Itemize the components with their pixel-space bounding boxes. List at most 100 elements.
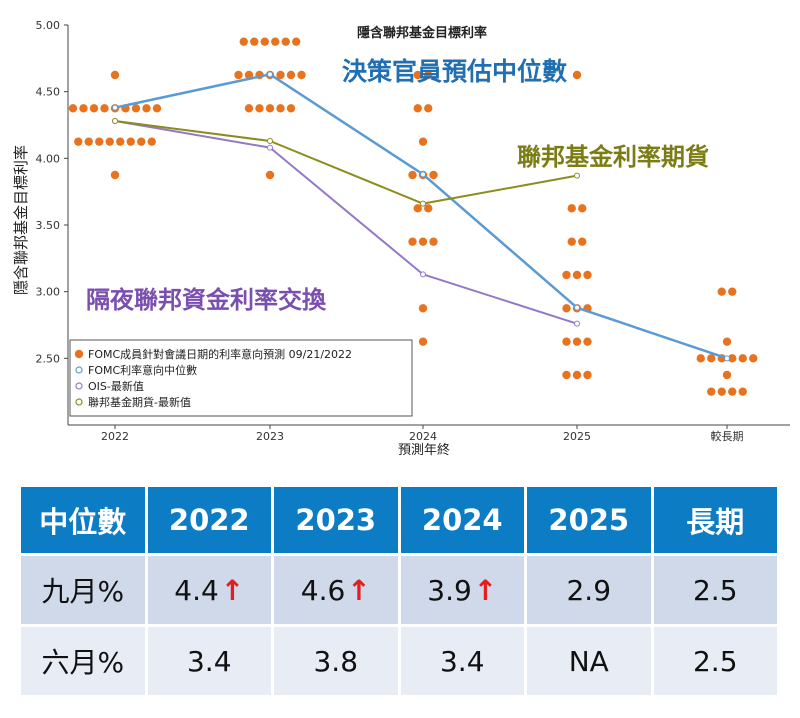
fomc-dot — [234, 70, 243, 80]
series-point — [112, 104, 118, 111]
series-line — [114, 73, 728, 360]
median-comparison-table: 中位數 2022 2023 2024 2025 長期 九月% 4.4↑ 4.6↑… — [18, 484, 780, 698]
cell-value: 3.8 — [313, 644, 359, 678]
fomc-dot — [424, 70, 433, 80]
y-axis-label: 隱含聯邦基金目標利率 — [12, 145, 30, 295]
fomc-dot — [562, 370, 571, 380]
cell-value: 4.4 — [174, 573, 219, 607]
y-tick-label: 2.50 — [36, 352, 61, 365]
fomc-dot — [728, 387, 737, 396]
x-axis-label: 預測年終 — [398, 442, 450, 458]
up-arrow-icon: ↑ — [473, 573, 498, 607]
chart-svg: 5.00 4.50 4.00 3.50 3.00 2.50 2022 2023 2024 2025… — [12, 19, 790, 458]
fomc-dot — [84, 137, 93, 146]
fomc-dot — [413, 204, 422, 213]
header-cell: 2025 — [527, 487, 651, 553]
table-header-row: 中位數 2022 2023 2024 2025 長期 — [21, 487, 777, 553]
table-cell: 2.5 — [653, 556, 777, 624]
fomc-dot — [418, 137, 428, 146]
series-point — [267, 138, 273, 144]
fomc-dot — [572, 337, 582, 346]
table-cell: 3.8 — [274, 627, 398, 695]
table-cell: 3.4 — [147, 627, 271, 695]
series-point — [420, 271, 426, 278]
fomc-dot — [152, 104, 162, 113]
fomc-dot — [255, 104, 264, 113]
series-point — [574, 304, 580, 311]
table-cell: 2.9 — [527, 556, 651, 624]
fomc-dot — [722, 337, 732, 346]
fomc-dot — [260, 37, 269, 46]
fomc-dot — [562, 304, 571, 313]
fomc-dot — [408, 170, 417, 180]
fomc-dot — [717, 287, 726, 296]
fomc-dot — [110, 70, 120, 80]
cell-value: 4.6 — [300, 573, 346, 607]
fomc-dot — [105, 137, 114, 146]
fomc-dot — [265, 104, 275, 113]
x-tick-label: 較長期 — [711, 429, 744, 443]
table-cell: 2.5 — [653, 627, 777, 695]
series-point — [112, 118, 118, 124]
fomc-dot — [707, 387, 716, 396]
up-arrow-icon: ↑ — [220, 573, 245, 607]
fomc-dot — [276, 70, 285, 80]
legend-marker — [75, 398, 83, 406]
fomc-dot — [749, 354, 758, 363]
fomc-dot — [572, 270, 582, 280]
series-point — [267, 144, 273, 151]
cell-value: 2.5 — [692, 573, 738, 607]
series-point — [420, 171, 426, 178]
series-point — [420, 200, 426, 207]
x-tick-label: 2024 — [409, 430, 437, 443]
series-line — [114, 120, 578, 325]
up-arrow-icon: ↑ — [347, 573, 371, 607]
fomc-dot — [572, 370, 582, 380]
legend-label: FOMC成員針對會議日期的利率意向預測 09/21/2022 — [88, 347, 352, 361]
fomc-dot — [717, 387, 726, 396]
fomc-dot — [137, 137, 146, 146]
fomc-dot — [567, 204, 576, 213]
y-tick-label: 3.00 — [36, 286, 61, 299]
fomc-dot — [722, 370, 732, 380]
cell-value: 3.9 — [427, 573, 472, 607]
header-cell: 2024 — [400, 487, 524, 553]
table-cell: 3.4 — [400, 627, 524, 695]
fomc-dot — [110, 170, 120, 180]
fomc-dot — [418, 337, 428, 346]
legend-marker — [75, 382, 83, 390]
fomc-dot — [276, 104, 285, 113]
fomc-dot — [244, 104, 254, 113]
fomc-dot — [142, 104, 151, 113]
fomc-dot — [583, 270, 592, 280]
fomc-dot — [578, 237, 587, 246]
fomc-dot — [567, 237, 576, 246]
fomc-dot — [413, 70, 422, 80]
fomc-dot — [68, 104, 78, 113]
chart-title: 隱含聯邦基金目標利率 — [357, 25, 487, 41]
ois-annotation: 隔夜聯邦資金利率交換 — [86, 286, 327, 314]
table-cell: 4.4↑ — [147, 556, 271, 624]
legend-label: FOMC利率意向中位數 — [88, 363, 197, 377]
fomc-dot — [147, 137, 156, 146]
fomc-dot — [239, 37, 248, 46]
fomc-dot — [738, 354, 747, 363]
fomc-dot — [562, 270, 571, 280]
legend-marker — [74, 349, 84, 359]
series-point — [724, 355, 730, 362]
fomc-dot — [408, 237, 417, 246]
table-cell: NA — [527, 627, 651, 695]
fomc-dot — [79, 104, 88, 113]
fomc-dot — [292, 37, 301, 46]
fomc-dot — [728, 287, 737, 296]
header-cell: 2022 — [147, 487, 271, 553]
fomc-dot — [578, 204, 587, 213]
x-tick-label: 2022 — [101, 430, 129, 443]
fomc-dot — [131, 104, 141, 113]
fomc-dot — [418, 237, 428, 246]
cell-value: NA — [568, 644, 609, 678]
cell-value: 2.9 — [566, 573, 612, 607]
series-point — [267, 71, 273, 78]
table-row: 九月% 4.4↑ 4.6↑ 3.9↑ 2.9 2.5 — [21, 556, 777, 624]
fomc-dot — [286, 70, 296, 80]
